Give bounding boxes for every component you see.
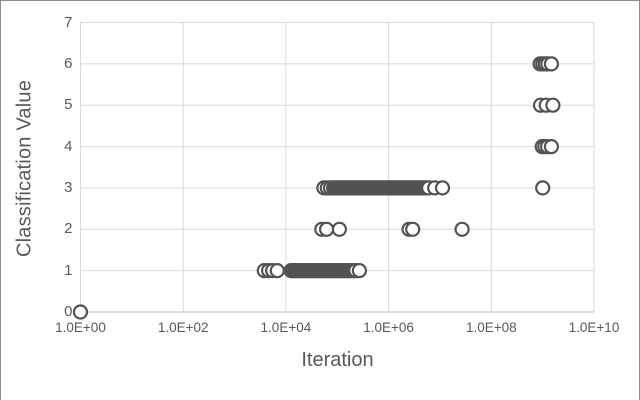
x-tick-label: 1.0E+02 bbox=[157, 320, 209, 335]
x-tick-label: 1.0E+06 bbox=[363, 320, 414, 335]
data-points bbox=[72, 56, 561, 320]
y-tick-label: 4 bbox=[64, 137, 73, 155]
x-tick-label: 1.0E+00 bbox=[55, 320, 106, 335]
data-point-marker bbox=[543, 139, 560, 155]
y-axis-title: Classification Value bbox=[13, 79, 36, 258]
x-tick-label: 1.0E+10 bbox=[568, 320, 620, 335]
data-point-marker bbox=[269, 263, 285, 279]
y-tick-label: 1 bbox=[64, 261, 73, 279]
y-tick-label: 7 bbox=[64, 13, 73, 31]
data-point-marker bbox=[434, 180, 451, 196]
y-tick-label: 5 bbox=[64, 96, 73, 114]
data-point-marker bbox=[543, 56, 560, 72]
data-point-marker bbox=[545, 97, 561, 113]
plot-border bbox=[80, 22, 595, 313]
x-tick-label: 1.0E+04 bbox=[260, 320, 312, 335]
y-tick-label: 6 bbox=[64, 54, 73, 72]
data-point-marker bbox=[351, 263, 367, 279]
x-tick-label: 1.0E+08 bbox=[465, 320, 517, 335]
data-point-marker bbox=[331, 221, 347, 237]
y-tick-label: 3 bbox=[64, 178, 73, 196]
y-tick-label: 0 bbox=[64, 303, 73, 320]
x-axis-title: Iteration bbox=[301, 349, 374, 371]
data-point-marker bbox=[72, 304, 89, 320]
y-tick-label: 2 bbox=[64, 220, 73, 238]
data-point-marker bbox=[454, 221, 470, 237]
data-point-marker bbox=[535, 180, 551, 196]
data-point-marker bbox=[319, 221, 335, 237]
data-point-marker bbox=[405, 221, 421, 237]
